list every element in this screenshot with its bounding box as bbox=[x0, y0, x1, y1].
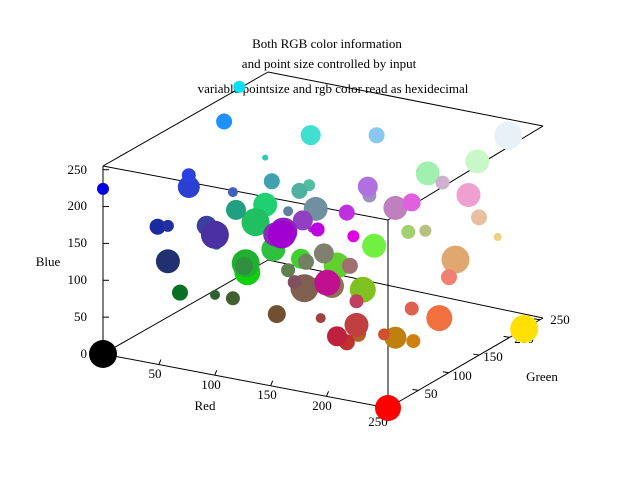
data-point bbox=[384, 326, 407, 349]
data-point bbox=[172, 284, 188, 301]
z-tick-label: 150 bbox=[68, 235, 88, 250]
data-point bbox=[426, 305, 453, 332]
data-point bbox=[210, 289, 220, 300]
data-point bbox=[344, 312, 369, 337]
data-point bbox=[441, 245, 470, 274]
tick-mark bbox=[214, 369, 218, 376]
data-point bbox=[235, 257, 254, 276]
data-point bbox=[471, 209, 487, 226]
y-tick-label: 50 bbox=[425, 386, 438, 401]
data-point bbox=[216, 113, 233, 130]
data-point bbox=[406, 334, 421, 349]
data-point bbox=[310, 222, 325, 237]
tick-mark bbox=[473, 353, 480, 356]
data-point bbox=[200, 220, 229, 249]
z-tick-label: 250 bbox=[68, 162, 88, 177]
axis-box bbox=[102, 71, 544, 409]
tick-mark bbox=[503, 335, 510, 338]
data-point bbox=[161, 219, 174, 232]
data-point bbox=[347, 230, 360, 243]
data-point bbox=[300, 125, 321, 146]
data-point bbox=[225, 291, 240, 306]
data-points bbox=[89, 80, 539, 421]
z-tick-label: 100 bbox=[68, 272, 88, 287]
z-tick-label: 50 bbox=[74, 309, 87, 324]
tick-mark bbox=[412, 388, 419, 391]
x-tick-label: 50 bbox=[149, 366, 162, 381]
data-point bbox=[327, 326, 347, 347]
data-point bbox=[177, 176, 200, 198]
data-point bbox=[298, 253, 314, 270]
data-point bbox=[341, 257, 358, 274]
x-tick-label: 150 bbox=[257, 387, 277, 402]
axis-edge-back-top-right bbox=[267, 71, 544, 127]
data-point bbox=[233, 80, 246, 93]
data-point bbox=[493, 233, 502, 241]
z-axis-label: Blue bbox=[36, 254, 61, 269]
data-point bbox=[262, 154, 269, 161]
data-point bbox=[338, 204, 355, 221]
x-axis-line bbox=[102, 353, 389, 409]
data-point bbox=[362, 233, 387, 258]
z-tick-label: 0 bbox=[81, 346, 88, 361]
tick-mark bbox=[442, 371, 449, 374]
data-point bbox=[494, 121, 523, 150]
data-point bbox=[263, 173, 280, 190]
data-point bbox=[313, 243, 334, 264]
y-tick-label: 100 bbox=[452, 368, 472, 383]
tick-mark bbox=[533, 318, 541, 321]
floor-back-right bbox=[267, 259, 544, 319]
tick-mark bbox=[270, 380, 274, 386]
data-point bbox=[181, 168, 196, 183]
data-point bbox=[281, 263, 296, 278]
data-point bbox=[89, 340, 117, 368]
data-point bbox=[510, 314, 539, 343]
x-tick-labels: 50 100 150 200 250 bbox=[149, 366, 388, 429]
key-entry: variable pointsize and rgb color read as… bbox=[198, 81, 469, 96]
x-tick-label: 200 bbox=[312, 398, 332, 413]
data-point bbox=[368, 127, 385, 144]
data-point bbox=[314, 269, 341, 296]
data-point bbox=[241, 208, 270, 237]
tick-mark bbox=[158, 359, 162, 365]
data-point bbox=[283, 206, 294, 217]
y-axis-label: Green bbox=[526, 369, 558, 384]
x-axis-label: Red bbox=[195, 398, 216, 413]
data-point bbox=[435, 175, 450, 190]
data-point bbox=[315, 313, 326, 324]
chart-title: Both RGB color information bbox=[252, 36, 402, 51]
tick-mark bbox=[326, 391, 329, 397]
data-point bbox=[292, 210, 313, 231]
data-point bbox=[375, 395, 401, 421]
x-tick-label: 100 bbox=[201, 377, 221, 392]
data-point bbox=[441, 269, 457, 286]
z-tick-label: 200 bbox=[68, 198, 88, 213]
data-point bbox=[149, 218, 166, 235]
data-point bbox=[97, 182, 109, 195]
data-point bbox=[349, 294, 364, 309]
data-point bbox=[267, 220, 296, 249]
data-point bbox=[383, 195, 408, 220]
data-point bbox=[267, 305, 286, 324]
data-point bbox=[287, 275, 302, 290]
data-point bbox=[419, 224, 432, 237]
data-point bbox=[357, 176, 378, 197]
data-point bbox=[226, 199, 246, 220]
data-point bbox=[401, 224, 416, 239]
data-point bbox=[291, 182, 308, 199]
y-tick-label: 150 bbox=[483, 349, 503, 364]
data-point bbox=[415, 161, 440, 186]
chart-subtitle: and point size controlled by input bbox=[242, 56, 417, 71]
data-point bbox=[456, 183, 481, 207]
data-point bbox=[227, 187, 238, 198]
data-point bbox=[378, 328, 391, 341]
data-point bbox=[155, 249, 180, 274]
z-tick-labels: 0 50 100 150 200 250 bbox=[68, 162, 88, 361]
data-point bbox=[404, 301, 419, 316]
y-tick-label: 250 bbox=[550, 312, 570, 327]
data-point bbox=[465, 149, 490, 174]
data-point bbox=[402, 193, 421, 212]
